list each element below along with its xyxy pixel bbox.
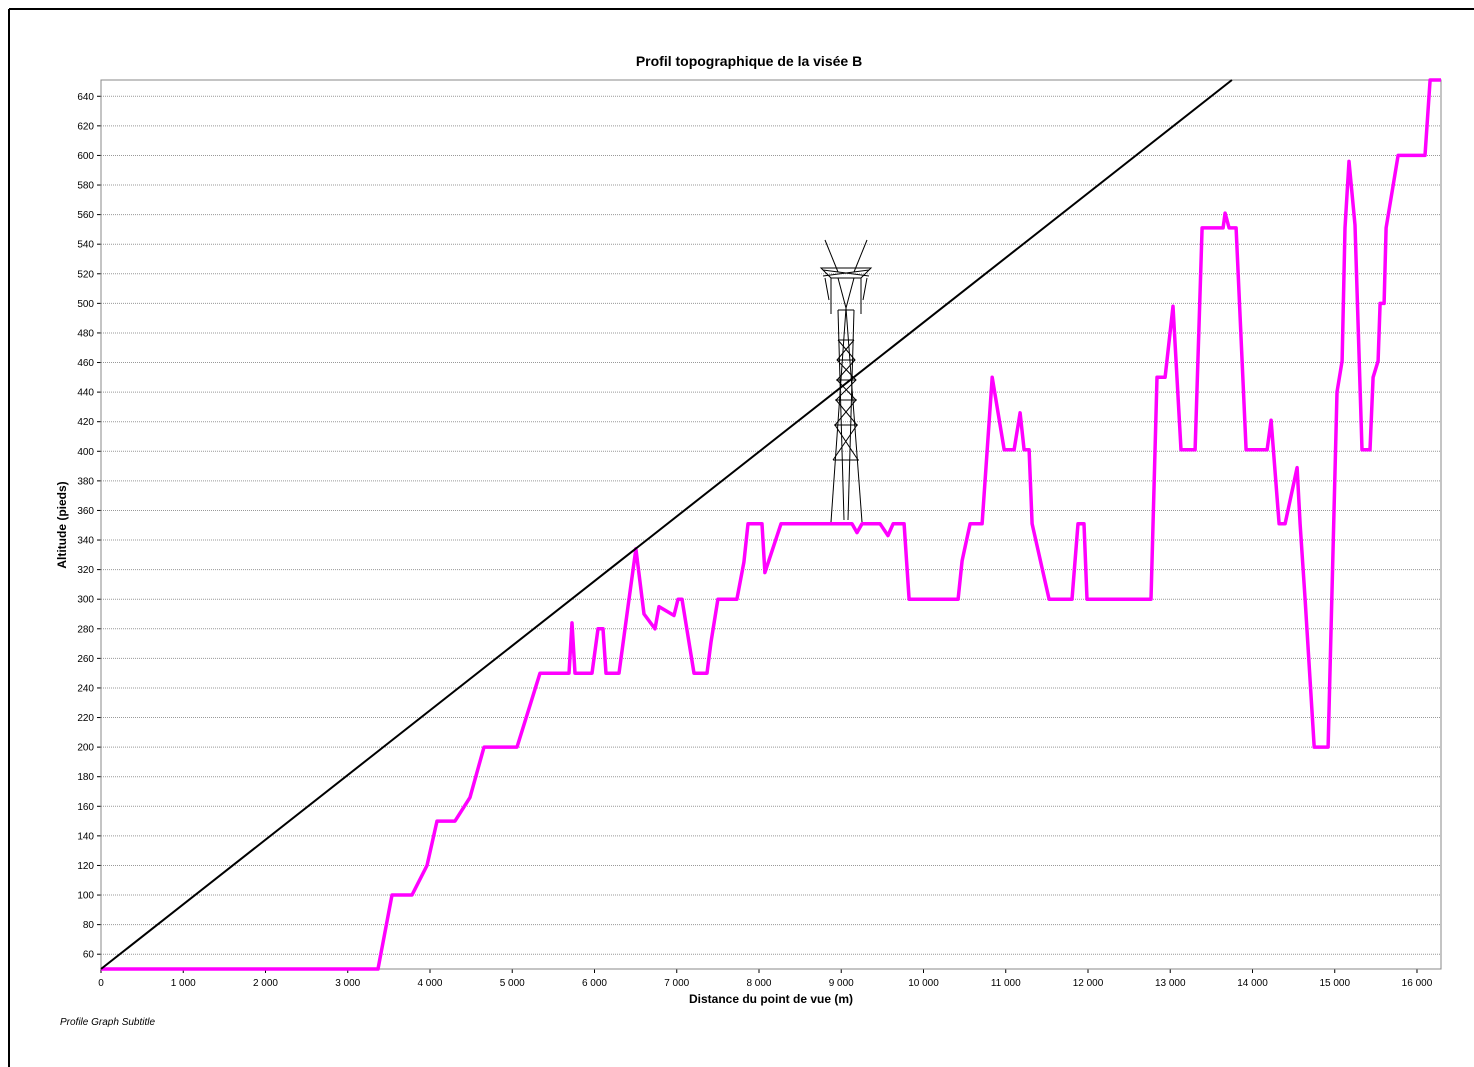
y-tick-label: 260: [77, 654, 94, 665]
x-tick-label: 9 000: [829, 978, 854, 989]
x-tick-label: 14 000: [1237, 978, 1268, 989]
y-tick-label: 340: [77, 536, 94, 547]
y-tick-label: 160: [77, 802, 94, 813]
x-tick-label: 15 000: [1319, 978, 1350, 989]
y-tick-label: 600: [77, 151, 94, 162]
x-tick-label: 4 000: [417, 978, 442, 989]
y-tick-label: 240: [77, 683, 94, 694]
y-axis-label: Altitude (pieds): [55, 481, 69, 568]
y-tick-label: 280: [77, 624, 94, 635]
x-tick-label: 6 000: [582, 978, 607, 989]
y-tick-label: 180: [77, 772, 94, 783]
x-tick-label: 16 000: [1402, 978, 1433, 989]
y-tick-label: 220: [77, 713, 94, 724]
y-tick-label: 640: [77, 92, 94, 103]
grid: 60 80 100 120 140 160 180 200 220 240 260 280 300 320…: [77, 80, 1441, 989]
x-tick-label: 0: [98, 978, 104, 989]
x-tick-label: 5 000: [500, 978, 525, 989]
y-tick-label: 400: [77, 447, 94, 458]
x-tick-label: 13 000: [1155, 978, 1186, 989]
y-tick-label: 140: [77, 831, 94, 842]
y-tick-label: 460: [77, 358, 94, 369]
y-tick-label: 120: [77, 861, 94, 872]
y-tick-label: 540: [77, 240, 94, 251]
y-tick-label: 100: [77, 891, 94, 902]
series-line: [101, 80, 1232, 969]
y-tick-label: 380: [77, 476, 94, 487]
y-tick-label: 560: [77, 210, 94, 221]
chart-subtitle: Profile Graph Subtitle: [60, 1017, 155, 1028]
x-tick-label: 1 000: [171, 978, 196, 989]
y-tick-label: 80: [83, 920, 95, 931]
x-tick-label: 8 000: [746, 978, 771, 989]
y-tick-label: 440: [77, 388, 94, 399]
x-tick-label: 7 000: [664, 978, 689, 989]
y-tick-label: 320: [77, 565, 94, 576]
y-tick-label: 300: [77, 595, 94, 606]
x-tick-label: 11 000: [991, 978, 1021, 989]
y-tick-label: 480: [77, 328, 94, 339]
y-tick-label: 580: [77, 181, 94, 192]
y-tick-label: 420: [77, 417, 94, 428]
y-tick-label: 520: [77, 269, 94, 280]
y-tick-label: 500: [77, 299, 94, 310]
x-tick-label: 12 000: [1073, 978, 1104, 989]
y-tick-label: 200: [77, 743, 94, 754]
pylon-illustration: [821, 240, 871, 522]
x-axis-label: Distance du point de vue (m): [689, 992, 853, 1006]
x-tick-label: 10 000: [908, 978, 939, 989]
y-tick-label: 360: [77, 506, 94, 517]
chart: Profil topographique de la visée B Dista…: [0, 0, 1474, 1067]
x-tick-label: 2 000: [253, 978, 278, 989]
y-tick-label: 620: [77, 121, 94, 132]
x-tick-label: 3 000: [335, 978, 360, 989]
y-tick-label: 60: [83, 950, 95, 961]
chart-title: Profil topographique de la visée B: [636, 53, 862, 69]
